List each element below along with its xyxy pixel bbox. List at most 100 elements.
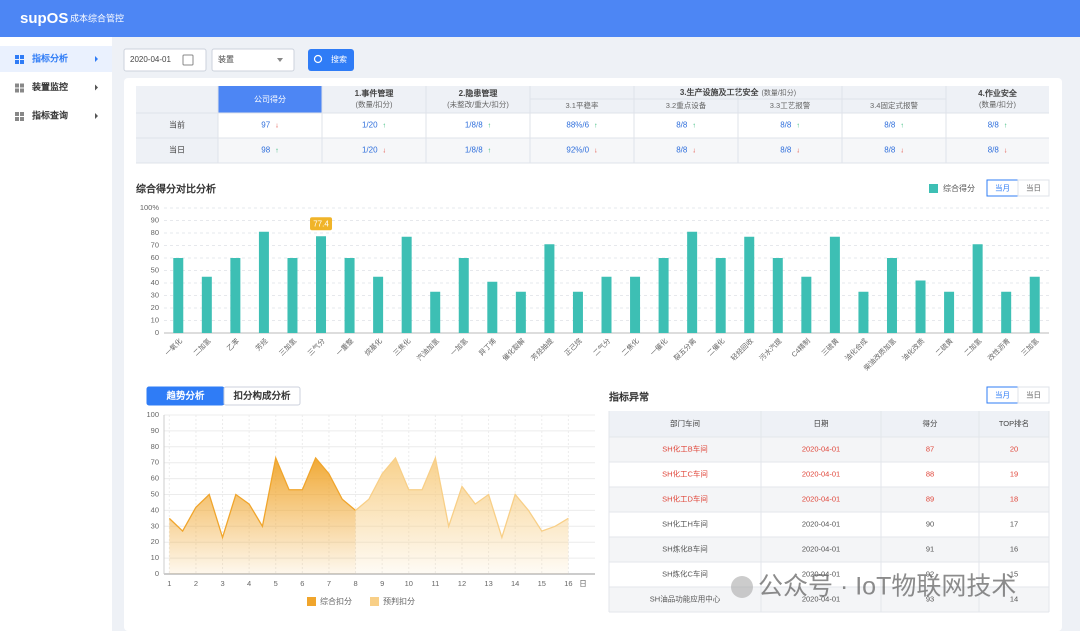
value-label-bg: [310, 217, 333, 231]
cell: 92%/0 ↓: [566, 146, 597, 155]
cell: 97 ↓: [261, 121, 278, 130]
row-label: 当日: [169, 145, 185, 155]
cell-trend: ↑: [488, 122, 492, 129]
cell: 8/8 ↓: [780, 146, 800, 155]
bar: [487, 281, 498, 333]
menu-icon: [15, 83, 19, 88]
x-tick-label: 11: [431, 579, 439, 588]
table-cell: 20: [1010, 444, 1018, 453]
date-value: 2020-04-01: [130, 55, 171, 64]
y-tick-label: 40: [151, 278, 159, 287]
chart-title: 综合得分对比分析: [136, 183, 216, 196]
cell-value: 98: [261, 146, 270, 155]
table-cell: 87: [926, 444, 934, 453]
menu-item: 装置监控: [31, 81, 68, 92]
bar: [687, 231, 698, 333]
y-tick-label: 70: [151, 458, 159, 467]
logo: supOS: [20, 10, 68, 27]
y-tick-label: 10: [151, 553, 159, 562]
row-label-bg: [136, 138, 218, 163]
bar: [972, 244, 983, 333]
area-line: [168, 455, 356, 540]
x-tick-label: 7: [327, 579, 331, 588]
menu-item: 指标分析: [32, 52, 68, 63]
bar: [1001, 291, 1012, 333]
x-tick-label: 16: [564, 579, 572, 588]
cell: 8/8 ↓: [988, 146, 1008, 155]
cell: 8/8 ↑: [780, 121, 800, 130]
legend-swatch: [307, 597, 316, 606]
sub-column: 3.2重点设备: [666, 100, 707, 110]
cell-value: 1/20: [362, 146, 378, 155]
table-cell: 17: [1010, 519, 1018, 528]
cell: 98 ↑: [261, 146, 278, 155]
toggle[interactable]: [1017, 386, 1050, 404]
table-cell: 2020-04-01: [802, 519, 840, 528]
cell: 8/8 ↓: [676, 146, 696, 155]
menu-icon: [20, 83, 24, 88]
menu-icon: [20, 55, 24, 59]
unit-select[interactable]: [211, 48, 295, 72]
bar: [858, 291, 869, 333]
y-tick-label: 100%: [140, 203, 160, 212]
y-tick-label: 0: [155, 569, 159, 578]
sub-column: 3.4固定式报警: [870, 100, 918, 110]
bar: [572, 291, 583, 333]
x-tick-label: 6: [300, 579, 304, 588]
cell: 88%/6 ↑: [566, 121, 597, 130]
unit-value: 装置: [218, 54, 234, 64]
y-tick-label: 70: [151, 240, 159, 249]
y-tick-label: 30: [151, 290, 159, 299]
table-cell: 14: [1010, 594, 1018, 603]
tab[interactable]: [223, 386, 301, 406]
bar: [258, 231, 269, 333]
cell-trend: ↓: [383, 147, 387, 154]
row-label: 当前: [169, 120, 185, 130]
bar: [915, 280, 926, 333]
cell-value: 8/8: [780, 146, 792, 155]
row-bg: [136, 138, 1049, 163]
search-button[interactable]: [308, 49, 354, 71]
table-cell: 16: [1010, 544, 1018, 553]
value-label: 77.4: [313, 219, 329, 228]
cell: 8/8 ↓: [884, 146, 904, 155]
cell-value: 8/8: [884, 146, 896, 155]
cell-trend: ↓: [594, 147, 598, 154]
bar: [344, 258, 355, 333]
x-tick-label: 5: [274, 579, 278, 588]
menu-icon: [15, 117, 19, 121]
menu-icon: [20, 117, 24, 121]
table-cell: 2020-04-01: [802, 444, 840, 453]
legend-swatch: [929, 184, 938, 193]
table-cell: 2020-04-01: [802, 544, 840, 553]
table-header: 得分: [923, 418, 938, 428]
bar: [201, 276, 212, 333]
cell-trend: ↓: [900, 147, 904, 154]
y-tick-label: 100: [146, 410, 159, 419]
bar: [515, 291, 526, 333]
menu-icon: [15, 88, 19, 93]
x-tick-label: 1: [167, 579, 171, 588]
tab-label: 趋势分析: [165, 390, 205, 402]
table-header-bg: [609, 411, 1049, 437]
y-tick-label: 80: [151, 228, 159, 237]
table-cell: 18: [1010, 494, 1018, 503]
y-tick-label: 90: [151, 215, 159, 224]
x-tick-label: 2: [194, 579, 198, 588]
table-cell: 89: [926, 494, 934, 503]
cell-value: 92%/0: [566, 146, 589, 155]
table-header: 日期: [814, 419, 829, 428]
table-row-bg: [609, 562, 1049, 587]
caret: [277, 58, 283, 62]
bar: [287, 258, 298, 333]
cell-value: 8/8: [780, 121, 792, 130]
menu-icon: [20, 112, 24, 116]
x-tick-label: 8: [353, 579, 357, 588]
bar: [173, 258, 184, 333]
table-cell: 88: [926, 469, 934, 478]
bar: [630, 276, 641, 333]
cell: 1/8/8 ↑: [465, 121, 491, 130]
bar: [801, 276, 812, 333]
toggle[interactable]: [1017, 179, 1050, 197]
y-tick-label: 30: [151, 521, 159, 530]
